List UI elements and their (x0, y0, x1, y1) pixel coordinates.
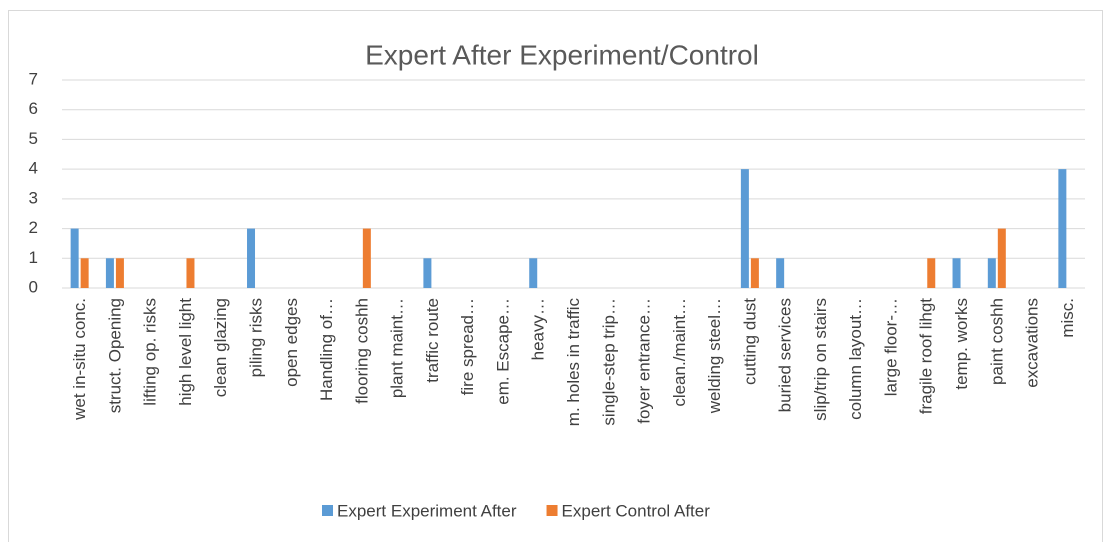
bar (247, 228, 256, 288)
x-tick-label: large floor-… (881, 298, 900, 396)
legend-swatch (322, 505, 333, 516)
x-tick-label: excavations (1023, 298, 1042, 388)
bar (70, 228, 79, 288)
y-tick-label: 1 (29, 248, 38, 267)
x-tick-label: clean glazing (211, 298, 230, 397)
legend-swatch (546, 505, 558, 516)
y-tick-label: 2 (29, 218, 38, 237)
x-tick-label: cutting dust (740, 298, 759, 385)
bar (529, 258, 538, 288)
x-tick-label: heavy… (529, 298, 548, 360)
x-tick-label: traffic route (423, 298, 442, 383)
x-tick-label: piling risks (247, 298, 266, 377)
bar (750, 258, 759, 288)
bar (1058, 169, 1067, 288)
bar (362, 228, 371, 288)
x-tick-label: m. holes in traffic (564, 298, 583, 427)
x-tick-label: Handling of… (317, 298, 336, 401)
y-tick-label: 4 (29, 159, 38, 178)
x-tick-label: temp. works (952, 298, 971, 390)
legend-label: Expert Experiment After (337, 501, 517, 520)
x-tick-label: plant maint… (388, 298, 407, 398)
x-tick-label: lifting op. risks (141, 298, 160, 406)
bar (186, 258, 195, 288)
y-tick-label: 5 (29, 129, 38, 148)
y-tick-label: 7 (29, 69, 38, 88)
x-tick-label: open edges (282, 298, 301, 387)
x-tick-label: paint coshh (987, 298, 1006, 385)
x-tick-label: single-step trip… (599, 298, 618, 426)
y-tick-label: 3 (29, 188, 38, 207)
x-tick-label: struct. Opening (105, 298, 124, 413)
bar (776, 258, 785, 288)
x-tick-label: wet in-situ conc. (70, 298, 89, 421)
x-tick-label: buried services (776, 298, 795, 412)
x-tick-label: fragile roof lihgt (917, 298, 936, 415)
x-tick-label: flooring coshh (352, 298, 371, 404)
x-tick-label: column layout… (846, 298, 865, 420)
bar (952, 258, 961, 288)
chart-title: Expert After Experiment/Control (365, 39, 759, 70)
bar (740, 169, 749, 288)
x-tick-label: slip/trip on stairs (811, 298, 830, 421)
x-tick-label: em. Escape… (493, 298, 512, 405)
bar (115, 258, 124, 288)
x-tick-label: fire spread… (458, 298, 477, 395)
y-tick-label: 6 (29, 99, 38, 118)
bar (997, 228, 1006, 288)
y-tick-label: 0 (29, 277, 38, 296)
bar (105, 258, 114, 288)
x-tick-label: welding steel… (705, 298, 724, 414)
bar (987, 258, 996, 288)
chart-frame (8, 10, 1103, 542)
x-tick-label: high level light (176, 298, 195, 406)
bar (423, 258, 432, 288)
x-tick-label: clean./maint… (670, 298, 689, 407)
bar (927, 258, 936, 288)
x-tick-label: foyer entrance… (635, 298, 654, 424)
legend-label: Expert Control After (562, 501, 711, 520)
x-tick-label: misc. (1058, 298, 1077, 338)
bar (80, 258, 89, 288)
